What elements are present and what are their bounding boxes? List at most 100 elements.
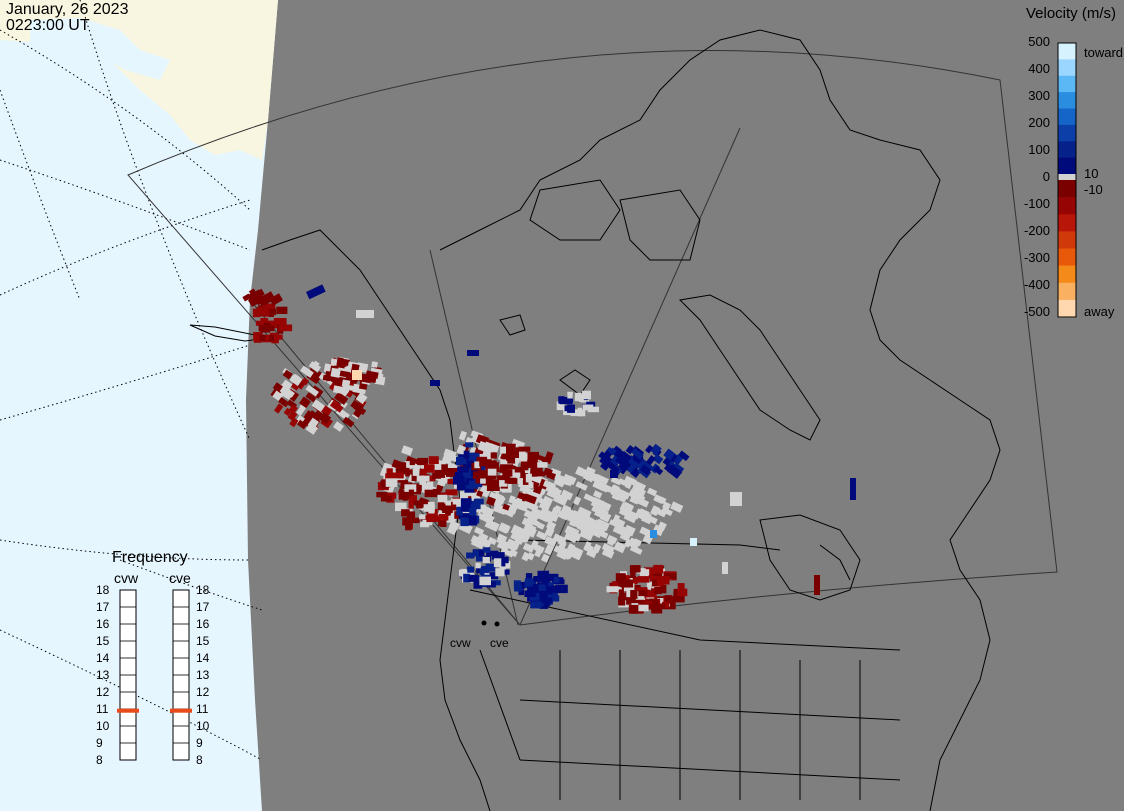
scatter-cell [411,474,421,482]
scatter-cell [626,455,636,465]
scatter-cell [416,475,430,482]
scatter-cell [521,466,528,474]
scatter-cell [395,502,407,512]
scatter-cell [274,334,283,340]
scatter-cell [730,492,742,506]
scatter-cell [690,538,697,546]
scatter-cell [496,480,508,487]
scatter-cell [539,592,553,602]
scatter-cell [380,495,392,502]
scatter-cell [456,506,463,516]
scatter-cell [487,479,500,488]
scatter-cell [348,385,358,392]
scatter-cell [573,549,583,560]
scatter-cell [672,462,685,474]
scatter-cell [576,467,590,479]
scatter-cell [527,451,539,460]
scatter-cell [656,603,665,610]
freq-scale-number: 13 [196,668,210,682]
scatter-cell [458,514,470,520]
frequency-title: Frequency [112,549,188,566]
scale-swatch-toward [1058,108,1076,126]
scatter-cell [470,514,477,520]
scatter-cell [487,468,497,476]
freq-scale-number: 14 [196,651,210,665]
scatter-cell [442,505,453,513]
scatter-cell [598,482,612,493]
scatter-cell [438,514,449,521]
scatter-cell [677,583,685,592]
scatter-cell [508,469,521,478]
scatter-cell [318,412,332,425]
velocity-tick-label: 200 [1028,115,1050,130]
scatter-cell [467,350,479,356]
scatter-cell [639,526,654,538]
scatter-cell [419,478,427,486]
scatter-cell [503,443,516,451]
scatter-cell [614,581,625,587]
away-label: away [1084,304,1115,319]
scatter-cell [564,531,579,543]
scatter-cell [336,357,343,365]
scatter-cell [664,595,672,604]
scatter-cell [525,523,537,534]
scatter-cell [424,464,435,473]
scatter-cell [401,445,414,456]
scatter-cell [507,469,513,477]
scatter-cell [474,461,480,469]
scatter-cell [445,500,453,507]
freq-scale-number: 12 [196,685,210,699]
scatter-cell [650,443,662,456]
scatter-cell [404,461,412,470]
scatter-cell [476,553,483,562]
freq-scale-number: 13 [96,668,110,682]
scatter-cell [575,392,582,399]
scatter-cell [587,406,599,413]
scatter-cell [465,442,474,448]
scatter-cell [529,456,538,465]
scatter-cell [507,478,518,484]
scatter-cell [523,473,529,482]
scatter-cell [483,547,491,553]
scatter-cell [537,497,551,507]
velocity-tick-label: -400 [1023,277,1050,292]
scatter-cell [646,455,656,466]
scale-swatch-away [1058,214,1076,232]
scatter-cell [552,495,566,506]
scatter-cell [352,370,362,380]
scatter-cell [639,464,652,476]
scatter-cell [600,462,610,471]
scatter-cell [615,573,626,582]
scatter-cell [514,467,525,473]
scatter-cell [577,506,592,518]
scatter-cell [626,464,636,474]
scatter-cell [466,552,475,559]
scatter-cell [536,530,548,541]
scatter-cell [606,586,619,593]
scatter-cell [279,324,293,332]
scatter-cell [672,596,685,603]
scatter-cell [460,517,469,527]
scatter-cell [333,377,345,387]
scatter-cell [428,506,435,514]
scatter-cell [427,501,435,508]
scatter-cell [467,519,478,526]
scatter-cell [440,518,447,527]
scatter-cell [523,581,536,589]
scatter-cell [504,541,518,552]
scatter-cell [628,604,639,614]
scale-frame [1057,42,1077,318]
scatter-cell [619,589,625,598]
scale-swatch-away [1058,231,1076,250]
freq-marker-cvw [117,708,139,713]
scatter-cell [618,596,626,606]
scatter-cell [432,488,441,496]
scatter-cell [582,515,597,526]
scatter-cell [276,306,288,314]
scatter-cell [496,533,508,543]
grid-lines [0,0,263,761]
scatter-cell [470,503,477,510]
scatter-cell [570,409,582,417]
scatter-cell [497,495,505,503]
scatter-cell [416,484,422,492]
